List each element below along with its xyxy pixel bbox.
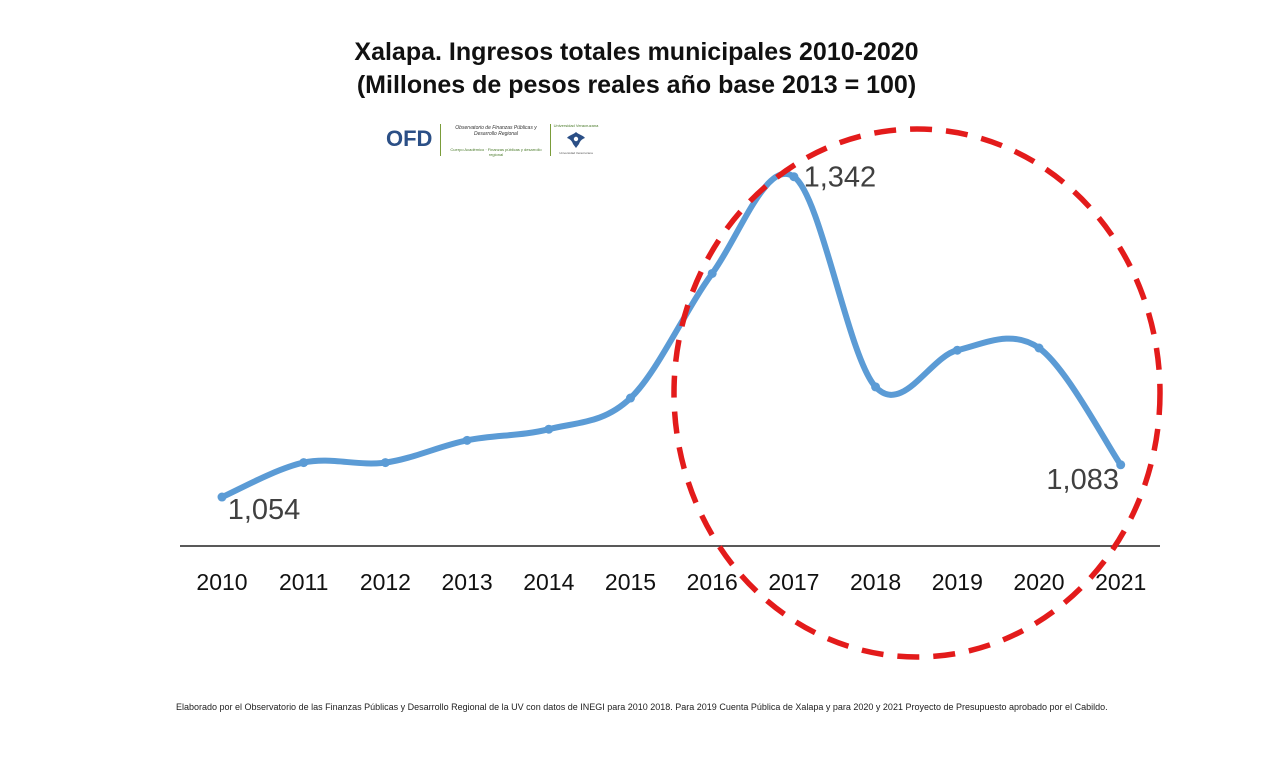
logo-acronym: OFD <box>386 126 433 151</box>
data-point-2015 <box>626 393 635 403</box>
logo-divider <box>440 124 441 156</box>
x-tick-label-2010: 2010 <box>196 569 247 595</box>
x-tick-label-2013: 2013 <box>442 569 493 595</box>
data-point-2011 <box>299 458 309 468</box>
chart-title-line2: (Millones de pesos reales año base 2013 … <box>356 71 917 99</box>
logo-university-caption: Universidad Veracruzana <box>559 151 593 155</box>
x-tick-label-2019: 2019 <box>932 569 983 595</box>
x-tick-label-2012: 2012 <box>360 569 411 595</box>
chart-title: Xalapa. Ingresos totales municipales 201… <box>0 36 1273 102</box>
x-tick-label-2016: 2016 <box>687 569 738 595</box>
university-emblem-icon <box>567 132 585 148</box>
x-tick-label-2014: 2014 <box>523 569 574 595</box>
data-point-2010 <box>217 492 227 502</box>
source-footnote: Elaborado por el Observatorio de las Fin… <box>176 702 1108 712</box>
data-point-2019 <box>952 345 962 355</box>
data-point-2017 <box>789 172 799 182</box>
x-tick-label-2021: 2021 <box>1095 569 1146 595</box>
data-point-2016 <box>707 268 717 278</box>
data-point-2013 <box>462 435 472 445</box>
logo-university-label: Universidad Veracruzana <box>553 123 599 128</box>
chart-title-line1: Xalapa. Ingresos totales municipales 201… <box>354 38 919 66</box>
logo-org-subtitle: Cuerpo Académico · Finanzas públicas y d… <box>450 147 542 157</box>
data-label-2021: 1,083 <box>1046 464 1119 496</box>
logo-divider <box>550 124 551 156</box>
data-label-2010: 1,054 <box>228 494 301 526</box>
x-tick-label-2011: 2011 <box>279 569 328 595</box>
data-point-2012 <box>380 458 390 468</box>
logo-org-name: Observatorio de Finanzas Públicas y Desa… <box>455 125 537 137</box>
data-point-2020 <box>1034 343 1044 353</box>
x-tick-label-2020: 2020 <box>1013 569 1064 595</box>
data-point-2021 <box>1116 460 1126 470</box>
series-line <box>219 171 1124 501</box>
data-point-2018 <box>871 382 881 392</box>
data-point-2014 <box>544 424 554 434</box>
x-axis-tick-labels: 2010 2011 2012 2013 2014 2015 2016 2017 2018 2019… <box>196 569 1146 595</box>
ofd-logo: OFD Observatorio de Finanzas Públicas y … <box>386 122 601 158</box>
data-label-2017: 1,342 <box>804 162 877 194</box>
highlight-dashed-circle <box>671 126 1163 660</box>
x-tick-label-2017: 2017 <box>768 569 819 595</box>
x-tick-label-2015: 2015 <box>605 569 656 595</box>
series-layer <box>217 171 1126 502</box>
data-labels: 1,054 1,342 1,083 <box>228 162 1119 526</box>
x-tick-label-2018: 2018 <box>850 569 901 595</box>
